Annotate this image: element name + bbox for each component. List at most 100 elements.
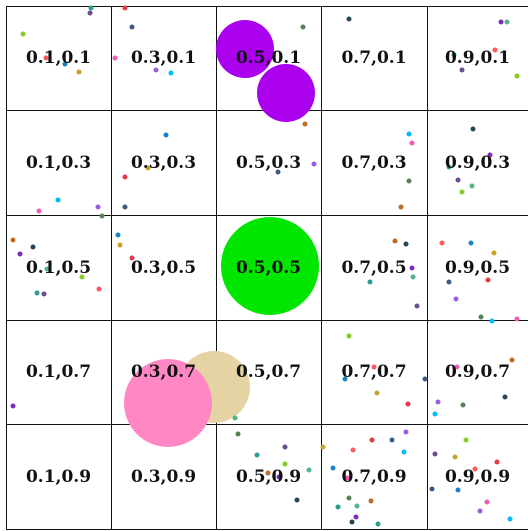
scatter-dot [484,499,490,505]
purple-circle[interactable] [257,64,315,122]
scatter-dot [452,454,458,460]
scatter-dot [375,521,381,527]
scatter-dot [478,314,484,320]
green-circle[interactable] [221,217,319,315]
scatter-dot [409,140,415,146]
scatter-dot [469,183,475,189]
scatter-dot [265,470,271,476]
scatter-dot [87,10,93,16]
scatter-dot [492,47,498,53]
scatter-dot [311,161,317,167]
scatter-dot [79,274,85,280]
cell-coordinate-label: 0.3,0.7 [130,362,197,382]
scatter-dot [122,5,128,11]
scatter-dot [406,131,412,137]
cell-coordinate-label: 0.7,0.5 [341,257,407,278]
cell-coordinate-label: 0.3,0.3 [130,152,197,173]
scatter-dot [10,237,16,243]
cell-coordinate-label: 0.5,0.3 [235,152,302,173]
scatter-dot [117,242,123,248]
scatter-dot [129,24,135,30]
scatter-dot [468,240,474,246]
scatter-dot [453,296,459,302]
purple-circle[interactable] [216,20,274,78]
scatter-dot [514,316,520,322]
cell-coordinate-label: 0.3,0.9 [130,466,197,487]
scatter-dot [514,73,520,79]
scatter-dot [168,70,174,76]
scatter-dot [254,452,260,458]
scatter-dot [353,514,359,520]
scatter-dot [30,244,36,250]
scatter-dot [489,318,495,324]
scatter-dot [145,165,151,171]
pink-circle[interactable] [124,359,212,447]
scatter-dot [403,241,409,247]
scatter-dot [346,16,352,22]
scatter-dot [392,238,398,244]
scatter-dot [115,232,121,238]
scatter-dot [406,178,412,184]
scatter-dot [163,132,169,138]
scatter-dot [350,447,356,453]
scatter-dot [129,255,135,261]
scatter-dot [43,55,49,61]
scatter-dot [491,250,497,256]
scatter-dot [346,495,352,501]
scatter-dot [17,251,23,257]
scatter-dot [99,213,105,219]
cell-coordinate-label: 0.1,0.5 [25,257,92,278]
cell-coordinate-label: 0.9,0.1 [444,48,511,68]
scatter-dot [494,459,500,465]
scatter-dot [429,486,435,492]
scatter-dot [410,274,416,280]
cell-coordinate-label: 0.3,0.1 [130,48,197,68]
scatter-dot [463,437,469,443]
scatter-dot [10,403,16,409]
scatter-dot [459,189,465,195]
scatter-dot [446,279,452,285]
scatter-dot [405,401,411,407]
cell-coordinate-label: 0.7,0.7 [341,362,407,382]
scatter-dot [153,67,159,73]
scatter-dot [300,24,306,30]
scatter-dot [368,498,374,504]
scatter-dot [344,475,350,481]
scatter-dot [459,67,465,73]
scatter-dot [485,277,491,283]
scatter-dot [460,402,466,408]
scatter-dot [55,197,61,203]
cell-coordinate-label: 0.7,0.1 [341,48,407,68]
scatter-dot [342,376,348,382]
cell-coordinate-label: 0.1,0.7 [25,362,92,382]
cell-coordinate-label: 0.3,0.5 [130,257,197,278]
scatter-dot [439,240,445,246]
scatter-dot [96,286,102,292]
cell-coordinate-label: 0.5,0.5 [235,257,302,278]
scatter-dot [389,437,395,443]
scatter-dot [454,364,460,370]
scatter-dot [432,451,438,457]
scatter-dot [122,174,128,180]
scatter-dot [44,266,50,272]
scatter-dot [275,169,281,175]
scatter-dot [446,164,452,170]
scatter-dot [88,5,94,11]
scatter-dot [282,444,288,450]
scatter-dot [401,449,407,455]
cell-coordinate-label: 0.9,0.9 [444,466,511,487]
scatter-dot [335,504,341,510]
scatter-dot [320,444,326,450]
scatter-dot [414,303,420,309]
cell-coordinate-label: 0.7,0.3 [341,152,407,173]
scatter-dot [487,152,493,158]
scatter-dot [306,467,312,473]
scatter-dot [235,431,241,437]
cell-coordinate-label: 0.7,0.9 [341,466,407,487]
scatter-dot [374,390,380,396]
scatter-dot [330,465,336,471]
scatter-dot [232,415,238,421]
cell-coordinate-label: 0.9,0.3 [444,152,511,173]
grid-cell[interactable] [427,424,528,530]
scatter-dot [367,279,373,285]
